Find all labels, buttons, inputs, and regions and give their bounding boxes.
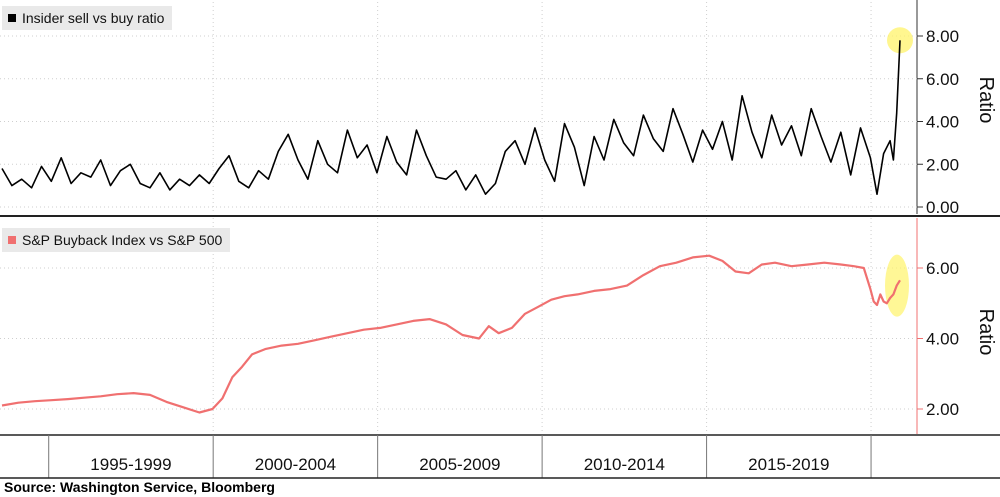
top-legend-label: Insider sell vs buy ratio xyxy=(22,10,165,26)
bottom-y-tick-label: 2.00 xyxy=(926,400,959,419)
period-label: 2005-2009 xyxy=(419,455,500,474)
bottom-series-line xyxy=(1,254,901,414)
bottom-legend-swatch xyxy=(8,236,16,244)
top-y-tick-label: 2.00 xyxy=(926,155,959,174)
top-legend-swatch xyxy=(8,14,16,22)
top-legend: Insider sell vs buy ratio xyxy=(2,6,173,30)
top-y-axis-title: Ratio xyxy=(975,77,997,124)
top-y-tick-label: 6.00 xyxy=(926,70,959,89)
source-note: Source: Washington Service, Bloomberg xyxy=(4,479,275,495)
bottom-y-axis-title: Ratio xyxy=(975,309,997,356)
top-highlight-circle xyxy=(887,27,913,54)
period-label: 2015-2019 xyxy=(748,455,829,474)
period-label: 1995-1999 xyxy=(90,455,171,474)
bottom-legend-label: S&P Buyback Index vs S&P 500 xyxy=(22,232,223,248)
top-panel-bg xyxy=(0,0,1000,216)
bottom-y-tick-label: 6.00 xyxy=(926,259,959,278)
period-label: 2000-2004 xyxy=(255,455,336,474)
bottom-legend: S&P Buyback Index vs S&P 500 xyxy=(2,228,231,252)
period-label: 2010-2014 xyxy=(584,455,665,474)
top-y-tick-label: 4.00 xyxy=(926,113,959,132)
top-series-line xyxy=(1,40,901,195)
top-y-tick-label: 0.00 xyxy=(926,198,959,217)
bottom-y-tick-label: 4.00 xyxy=(926,330,959,349)
top-y-tick-label: 8.00 xyxy=(926,27,959,46)
